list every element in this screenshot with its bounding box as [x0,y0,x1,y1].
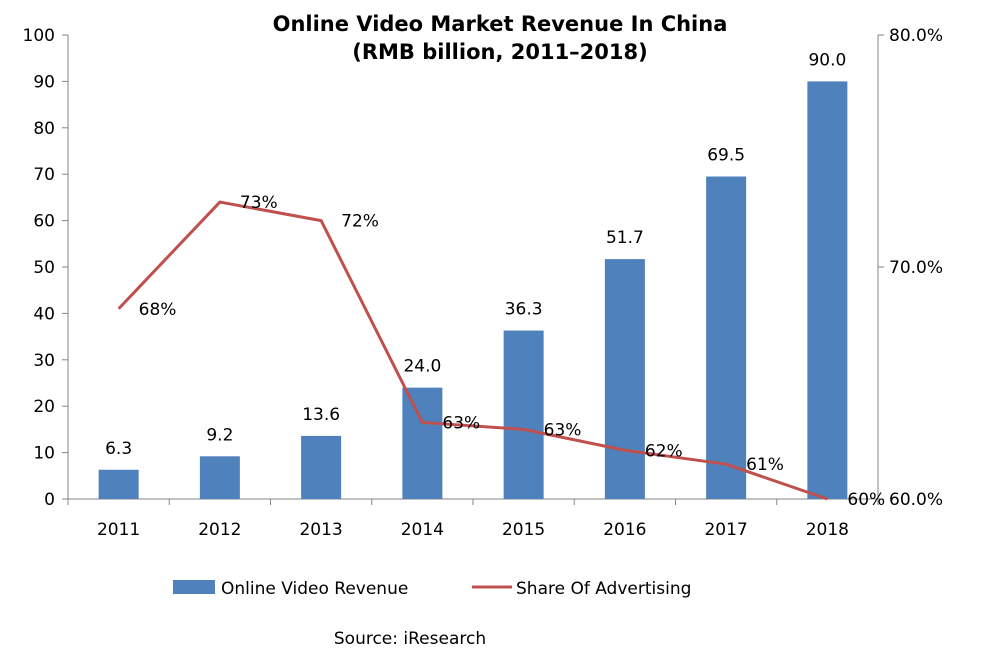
x-tick-label: 2013 [299,520,342,540]
bar [301,435,342,499]
x-tick-label: 2011 [97,520,140,540]
source-note: Source: iResearch [334,629,486,649]
y-right-tick-label: 60.0% [889,490,943,510]
chart-title-line-1: Online Video Market Revenue In China [273,12,728,36]
bar [402,387,443,499]
bar-data-label: 90.0 [808,50,846,70]
chart-title-line-2: (RMB billion, 2011–2018) [352,40,647,64]
bar-data-label: 69.5 [707,146,745,166]
bar-data-label: 24.0 [403,357,441,377]
x-tick-label: 2016 [603,520,646,540]
x-tick-label: 2017 [704,520,747,540]
bar [98,469,139,499]
axes: 0 10 20 30 40 50 60 70 80 90 100 60.0% 70.0% 80.0% 201… [23,26,943,540]
y-left-tick-label: 20 [33,397,55,417]
y-left-tick-label: 50 [33,258,55,278]
x-tick-label: 2018 [806,520,849,540]
line-series [117,200,828,501]
legend-bar-swatch [173,580,215,594]
bar-data-label: 36.3 [505,300,543,320]
x-tick-label: 2015 [502,520,545,540]
y-left-tick-label: 70 [33,165,55,185]
legend-label-revenue: Online Video Revenue [221,579,408,599]
bar-data-label: 13.6 [302,405,340,425]
line-data-label: 63% [442,413,480,433]
bar-series [98,81,848,500]
line-data-label: 63% [544,420,582,440]
line-path [117,200,828,501]
y-left-tick-label: 80 [33,119,55,139]
bar [807,81,848,500]
bar-data-label: 9.2 [206,425,233,445]
bar-data-label: 6.3 [105,439,132,459]
x-tick-label: 2014 [401,520,444,540]
bar [199,456,240,499]
data-labels: 6.3 9.2 13.6 24.0 36.3 51.7 69.5 90.0 68% 73% 72% 6… [105,50,885,510]
y-left-tick-label: 10 [33,444,55,464]
line-data-label: 68% [139,300,177,320]
y-left-tick-label: 40 [33,304,55,324]
y-right-tick-label: 80.0% [889,26,943,46]
bar-data-label: 51.7 [606,228,644,248]
y-left-tick-label: 30 [33,351,55,371]
legend-label-advertising: Share Of Advertising [516,579,691,599]
bar [503,330,544,499]
legend: Online Video Revenue Share Of Advertising [173,579,691,599]
y-left-tick-label: 0 [44,490,55,510]
x-tick-label: 2012 [198,520,241,540]
chart-title: Online Video Market Revenue In China (RM… [273,12,728,64]
line-data-label: 72% [341,212,379,232]
bar [604,259,645,499]
line-data-label: 62% [645,441,683,461]
y-left-tick-label: 100 [23,26,55,46]
line-data-label: 60% [847,490,885,510]
y-left-tick-label: 90 [33,72,55,92]
y-right-tick-label: 70.0% [889,258,943,278]
line-data-label: 61% [746,455,784,475]
bar [706,176,747,499]
line-data-label: 73% [240,193,278,213]
y-left-tick-label: 60 [33,212,55,232]
